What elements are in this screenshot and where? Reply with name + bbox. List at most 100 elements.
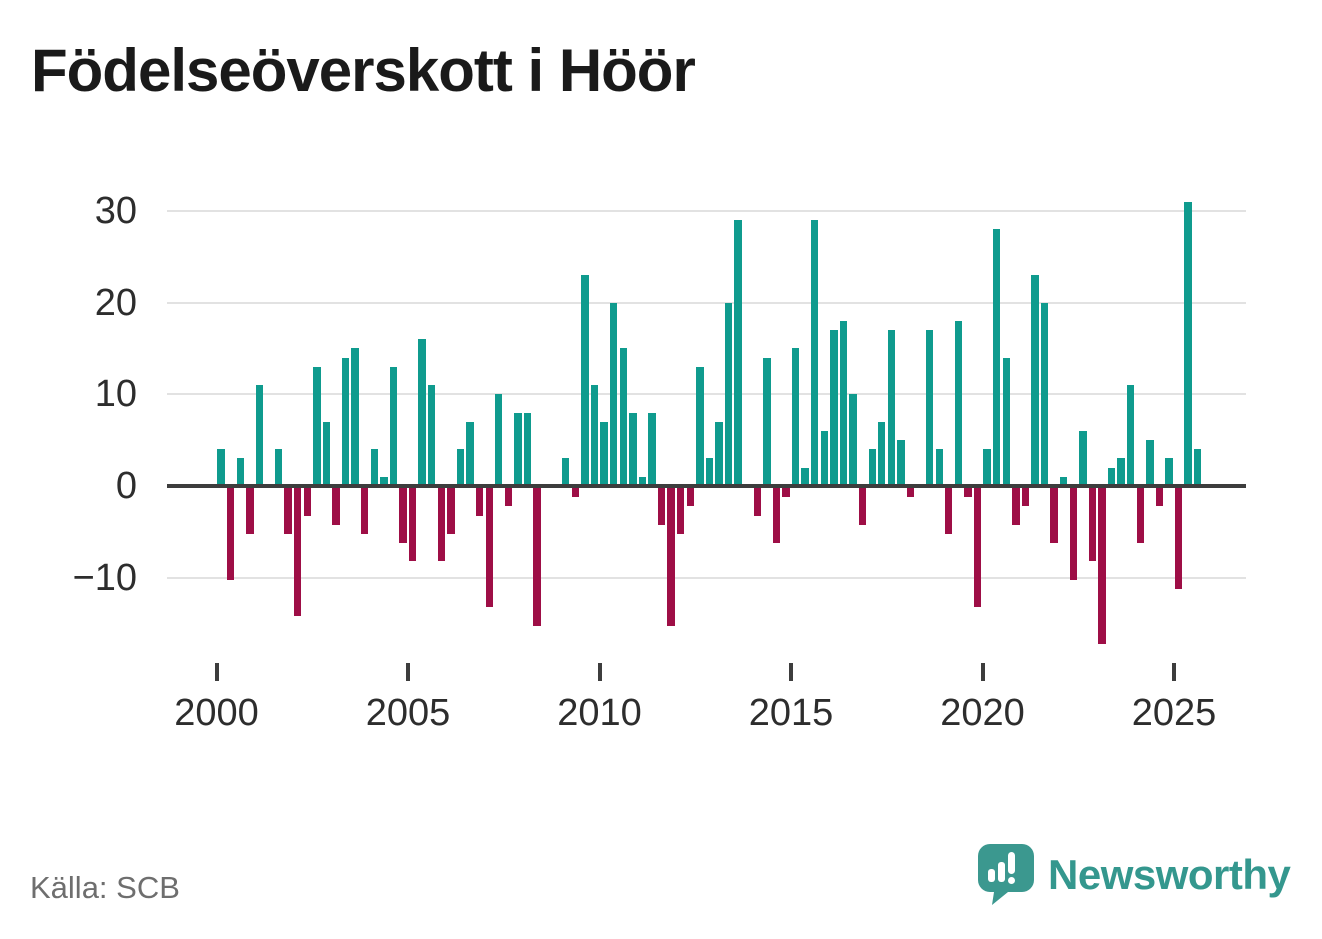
x-tick-2005	[406, 663, 410, 681]
y-axis-label-30: 30	[94, 189, 137, 232]
bar-2013Q2	[724, 302, 733, 486]
gridline-10	[167, 393, 1246, 396]
bar-2019Q2	[954, 320, 963, 486]
bar-2011Q3	[657, 488, 666, 525]
bar-2021Q4	[1050, 488, 1058, 544]
bar-2002Q4	[322, 421, 331, 486]
bar-2014Q3	[772, 488, 781, 544]
bar-2020Q2	[992, 229, 1001, 486]
bar-2024Q1	[1136, 488, 1144, 544]
bar-2022Q4	[1088, 488, 1097, 562]
bar-2007Q3	[504, 488, 513, 507]
bar-2003Q4	[361, 488, 369, 534]
bar-2011Q2	[648, 412, 656, 486]
x-axis-label-2025: 2025	[1131, 692, 1217, 734]
bar-2019Q1	[945, 488, 953, 534]
bar-2006Q4	[475, 488, 484, 516]
x-axis-label-2015: 2015	[748, 692, 834, 734]
bar-2012Q2	[686, 488, 694, 507]
bar-2000Q4	[246, 488, 254, 534]
bar-2004Q4	[399, 488, 407, 544]
bar-2005Q3	[428, 385, 436, 486]
logo-bar-tall	[998, 862, 1005, 882]
y-axis-label-10: 10	[94, 373, 137, 416]
bar-2020Q3	[1002, 357, 1010, 486]
x-axis-label-2005: 2005	[365, 692, 451, 734]
bar-2012Q1	[677, 488, 685, 534]
bar-2003Q1	[332, 488, 340, 525]
bar-2009Q4	[590, 385, 599, 486]
bar-2010Q1	[600, 421, 608, 486]
bar-2025Q3	[1194, 449, 1202, 486]
newsworthy-logo-text: Newsworthy	[1048, 851, 1291, 898]
source-caption: Källa: SCB	[30, 870, 180, 905]
bar-2019Q4	[973, 488, 982, 608]
bar-2018Q3	[925, 330, 934, 486]
bar-2022Q2	[1069, 488, 1077, 580]
bar-2017Q1	[868, 449, 876, 486]
newsworthy-brand: Newsworthy	[978, 844, 1291, 906]
chart-title: Födelseöverskott i Höör	[31, 37, 696, 104]
bar-2000Q2	[226, 488, 235, 580]
bar-2023Q3	[1117, 458, 1125, 486]
bar-2014Q2	[763, 357, 771, 486]
bar-2004Q2	[380, 476, 388, 486]
bar-2012Q3	[696, 366, 704, 486]
bar-2023Q1	[1098, 488, 1106, 644]
bar-2002Q1	[294, 488, 302, 617]
bar-2023Q2	[1107, 467, 1116, 486]
bar-2024Q3	[1155, 488, 1164, 507]
bar-2015Q3	[811, 220, 819, 486]
y-axis-label-−10: −10	[72, 556, 137, 599]
bar-2010Q3	[619, 348, 627, 486]
bar-2018Q1	[906, 488, 915, 498]
y-axis-label-0: 0	[115, 465, 137, 507]
bar-2007Q1	[485, 488, 493, 608]
x-tick-2020	[980, 663, 985, 681]
x-tick-2015	[789, 663, 793, 681]
bar-2022Q3	[1079, 430, 1087, 486]
bar-2024Q4	[1165, 458, 1173, 486]
bar-2023Q4	[1127, 385, 1135, 486]
bar-2004Q3	[389, 366, 398, 486]
gridline-20	[167, 301, 1246, 304]
bar-2017Q3	[887, 330, 896, 486]
bar-2010Q4	[629, 412, 637, 486]
bar-2017Q2	[878, 421, 886, 486]
bar-2021Q3	[1040, 302, 1049, 486]
bar-2012Q4	[705, 458, 714, 486]
bar-2025Q2	[1184, 201, 1192, 486]
bar-2021Q2	[1031, 275, 1039, 486]
bar-2005Q4	[437, 488, 446, 562]
x-tick-2025	[1172, 663, 1176, 681]
gridline-30	[167, 209, 1246, 212]
bar-2002Q2	[303, 488, 311, 516]
x-axis-label-2000: 2000	[174, 692, 259, 734]
x-axis-label-2010: 2010	[557, 692, 642, 734]
bar-2024Q2	[1146, 440, 1154, 486]
gridline-−10	[167, 576, 1246, 579]
logo-exclamation-bar	[1008, 852, 1015, 874]
bar-2009Q2	[571, 488, 580, 498]
bar-2015Q4	[820, 430, 829, 486]
bar-2011Q4	[667, 488, 675, 626]
bar-2009Q3	[581, 275, 589, 486]
bar-2001Q3	[274, 449, 283, 486]
bar-2018Q4	[935, 449, 943, 486]
bar-2008Q2	[533, 488, 541, 626]
bar-2006Q3	[466, 421, 474, 486]
bar-2006Q1	[447, 488, 455, 534]
bar-2016Q4	[858, 488, 867, 525]
bar-2013Q3	[734, 220, 742, 486]
x-axis-zero-line	[167, 484, 1246, 488]
bar-2008Q1	[523, 412, 532, 486]
logo-exclamation-dot	[1008, 877, 1015, 884]
bar-2020Q4	[1012, 488, 1020, 525]
bar-2016Q2	[839, 320, 848, 486]
bar-2022Q1	[1060, 476, 1068, 486]
bar-2001Q4	[284, 488, 292, 534]
x-tick-2000	[214, 663, 219, 681]
bar-2015Q2	[801, 467, 809, 486]
bar-2011Q1	[638, 476, 647, 486]
bar-2016Q1	[830, 330, 838, 486]
